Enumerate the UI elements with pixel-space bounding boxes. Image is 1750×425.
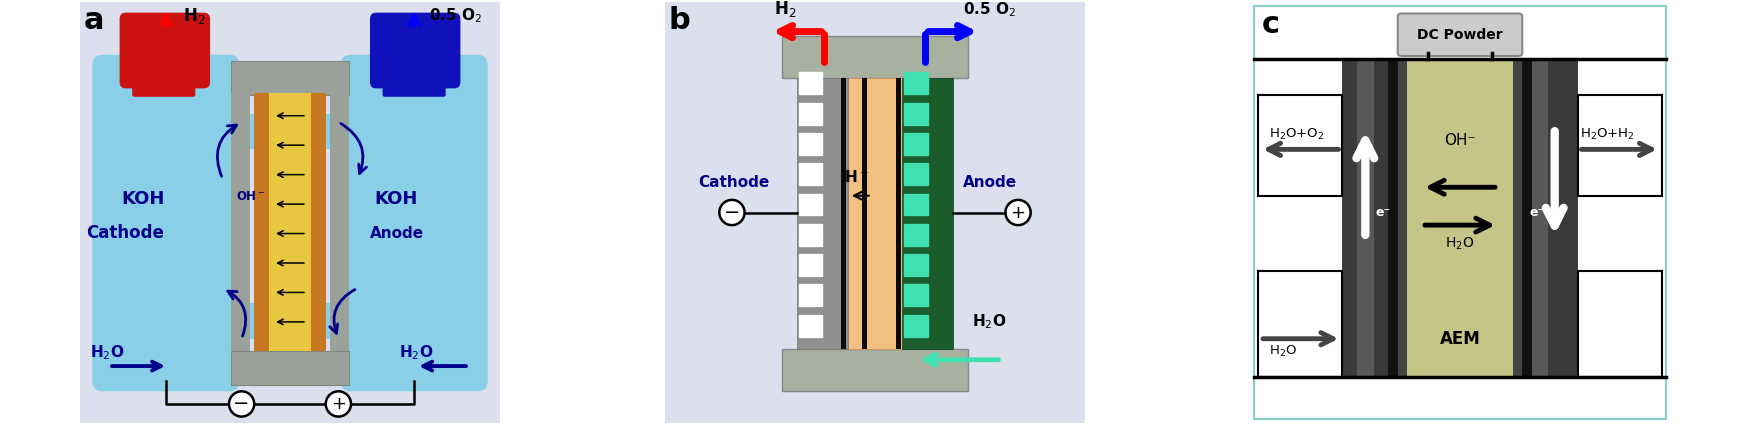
FancyBboxPatch shape xyxy=(782,349,968,391)
Text: H$_2$O: H$_2$O xyxy=(1446,236,1475,252)
Text: a: a xyxy=(84,6,105,35)
FancyBboxPatch shape xyxy=(1398,14,1522,56)
Bar xyxy=(331,93,348,351)
Bar xyxy=(905,103,928,125)
Text: H$_2$O+H$_2$: H$_2$O+H$_2$ xyxy=(1580,127,1634,142)
Text: 0.5 O$_2$: 0.5 O$_2$ xyxy=(429,6,481,25)
Text: H$_2$O+O$_2$: H$_2$O+O$_2$ xyxy=(1269,127,1325,142)
Text: DC Powder: DC Powder xyxy=(1418,28,1503,42)
Bar xyxy=(905,284,928,306)
Bar xyxy=(1531,59,1549,377)
Bar xyxy=(905,254,928,276)
Text: −: − xyxy=(233,394,250,414)
FancyBboxPatch shape xyxy=(341,55,488,391)
Bar xyxy=(270,93,312,351)
Bar xyxy=(254,93,270,351)
Bar xyxy=(800,284,822,306)
Circle shape xyxy=(719,200,744,225)
Text: KOH: KOH xyxy=(123,190,164,208)
Text: OH⁻: OH⁻ xyxy=(1444,133,1475,148)
Bar xyxy=(800,103,822,125)
Text: AEM: AEM xyxy=(1440,330,1480,348)
Bar xyxy=(1388,59,1398,377)
FancyBboxPatch shape xyxy=(133,67,196,97)
Text: e⁻: e⁻ xyxy=(1530,206,1544,219)
Bar xyxy=(1578,95,1662,196)
Bar xyxy=(1522,59,1531,377)
Bar xyxy=(800,224,822,246)
Text: +: + xyxy=(331,395,346,413)
FancyBboxPatch shape xyxy=(119,13,210,88)
Text: KOH: KOH xyxy=(374,190,418,208)
Text: +: + xyxy=(1010,204,1026,221)
Bar xyxy=(845,78,905,349)
Text: Anode: Anode xyxy=(369,226,424,241)
Bar xyxy=(905,133,928,155)
Text: H$_2$: H$_2$ xyxy=(182,6,205,26)
Circle shape xyxy=(229,391,254,416)
Text: c: c xyxy=(1262,10,1281,39)
Bar xyxy=(905,72,928,94)
FancyBboxPatch shape xyxy=(383,67,446,97)
Text: Cathode: Cathode xyxy=(86,224,164,242)
Text: H$_2$O: H$_2$O xyxy=(399,344,434,363)
FancyBboxPatch shape xyxy=(93,55,240,391)
Bar xyxy=(229,113,275,150)
FancyBboxPatch shape xyxy=(369,13,460,88)
Text: H$_2$: H$_2$ xyxy=(774,0,796,19)
Bar xyxy=(800,72,822,94)
Bar xyxy=(905,163,928,185)
Bar xyxy=(1258,272,1342,377)
Text: e⁻: e⁻ xyxy=(1376,206,1391,219)
Bar xyxy=(800,163,822,185)
Bar xyxy=(798,78,847,349)
Bar xyxy=(231,93,250,351)
Bar xyxy=(1342,59,1388,377)
Bar xyxy=(1258,95,1342,196)
Text: Anode: Anode xyxy=(963,175,1017,190)
Bar xyxy=(312,93,326,351)
Bar xyxy=(304,113,352,150)
Bar xyxy=(229,303,275,339)
Text: H$_2$O: H$_2$O xyxy=(91,344,124,363)
Circle shape xyxy=(1006,200,1031,225)
Bar xyxy=(1578,272,1662,377)
Bar xyxy=(896,78,901,349)
Bar xyxy=(861,78,866,349)
FancyBboxPatch shape xyxy=(231,61,348,95)
Text: b: b xyxy=(668,6,691,35)
Bar xyxy=(905,315,928,337)
Bar xyxy=(800,254,822,276)
Text: 0.5 O$_2$: 0.5 O$_2$ xyxy=(963,0,1017,19)
Circle shape xyxy=(326,391,352,416)
Bar xyxy=(1356,59,1374,377)
Bar xyxy=(903,78,952,349)
Bar xyxy=(304,303,352,339)
Bar xyxy=(905,224,928,246)
Bar xyxy=(800,315,822,337)
Text: H$_2$O: H$_2$O xyxy=(971,312,1006,331)
Bar xyxy=(800,133,822,155)
FancyBboxPatch shape xyxy=(231,351,348,385)
Text: OH$^-$: OH$^-$ xyxy=(236,190,266,203)
Text: −: − xyxy=(724,203,740,222)
Bar xyxy=(905,193,928,215)
Bar xyxy=(1407,59,1512,377)
Bar xyxy=(842,78,847,349)
Bar xyxy=(1398,59,1407,377)
Bar xyxy=(1531,59,1578,377)
Bar xyxy=(800,193,822,215)
FancyBboxPatch shape xyxy=(782,36,968,78)
Text: H$_2$O: H$_2$O xyxy=(1269,344,1297,359)
Text: H$^+$: H$^+$ xyxy=(844,169,868,186)
Bar xyxy=(1514,59,1522,377)
Text: Cathode: Cathode xyxy=(698,175,770,190)
